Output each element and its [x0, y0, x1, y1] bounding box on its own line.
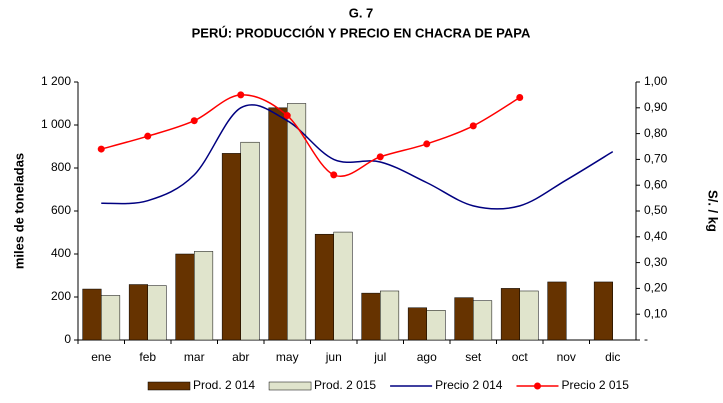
bar	[593, 281, 614, 341]
legend-label: Prod. 2 015	[314, 378, 376, 392]
marker	[516, 93, 524, 101]
line	[101, 104, 614, 210]
x-tick-label: oct	[512, 350, 529, 364]
legend-label: Precio 2 015	[561, 378, 629, 392]
marker	[330, 171, 338, 179]
y-axis-label: miles de toneladas	[11, 153, 26, 269]
bar	[426, 310, 446, 341]
bar	[194, 251, 214, 341]
marker	[97, 145, 105, 153]
marker	[283, 112, 291, 120]
legend-marker	[533, 382, 541, 390]
bar	[314, 233, 334, 341]
x-tick-label: ene	[91, 350, 111, 364]
chart-subtitle: PERÚ: PRODUCCIÓN Y PRECIO EN CHACRA DE P…	[192, 25, 531, 40]
bar	[380, 290, 400, 341]
y2-tick-label: 0,40	[644, 229, 668, 243]
y2-tick-label: 0,80	[644, 126, 668, 140]
y2-tick-label: 0,90	[644, 100, 668, 114]
y2-tick-label: 0,20	[644, 281, 668, 295]
y-tick-label: 800	[51, 160, 71, 174]
legend-label: Prod. 2 014	[193, 378, 255, 392]
legend-swatch	[147, 381, 191, 391]
x-tick-label: mar	[184, 350, 205, 364]
bar	[519, 290, 539, 341]
y2-tick-label: 0,30	[644, 255, 668, 269]
bar	[454, 297, 474, 341]
bar	[128, 284, 148, 341]
bar	[473, 300, 493, 341]
chart-title: G. 7	[349, 5, 374, 20]
marker	[376, 153, 384, 161]
bar	[407, 307, 427, 341]
marker	[190, 117, 198, 125]
x-tick-label: dic	[605, 350, 620, 364]
y2-tick-label: 1,00	[644, 74, 668, 88]
marker	[469, 122, 477, 130]
bar	[361, 292, 381, 341]
marker	[144, 132, 152, 140]
line	[101, 94, 521, 178]
x-tick-label: nov	[557, 350, 576, 364]
legend-swatch	[268, 381, 312, 391]
y2-axis-label: S/. / kg	[706, 190, 721, 232]
x-tick-label: ago	[417, 350, 437, 364]
bar	[547, 281, 567, 341]
x-tick-label: feb	[139, 350, 156, 364]
bar	[333, 231, 353, 341]
y2-tick-label: 0,70	[644, 152, 668, 166]
marker	[237, 91, 245, 99]
y-tick-label: 400	[51, 246, 71, 260]
x-tick-label: set	[465, 350, 482, 364]
legend-label: Precio 2 014	[435, 378, 503, 392]
y2-tick-label: 0,10	[644, 306, 668, 320]
y-tick-label: 1 200	[41, 74, 71, 88]
x-tick-label: jul	[373, 350, 386, 364]
bar	[240, 141, 260, 341]
bar	[268, 107, 288, 341]
bar	[147, 285, 167, 341]
x-tick-label: abr	[232, 350, 249, 364]
y2-tick-label: 0,50	[644, 203, 668, 217]
marker	[423, 140, 431, 148]
bar	[287, 103, 307, 341]
y2-tick-label: -	[644, 332, 648, 346]
bar	[221, 153, 241, 341]
y-tick-label: 200	[51, 289, 71, 303]
x-tick-label: may	[276, 350, 299, 364]
bar	[175, 253, 195, 341]
y-tick-label: 600	[51, 203, 71, 217]
y-tick-label: 0	[64, 332, 71, 346]
y2-tick-label: 0,60	[644, 177, 668, 191]
bar	[500, 288, 520, 341]
y-tick-label: 1 000	[41, 117, 71, 131]
x-tick-label: jun	[325, 350, 342, 364]
bar	[82, 288, 102, 341]
bar	[101, 295, 121, 341]
